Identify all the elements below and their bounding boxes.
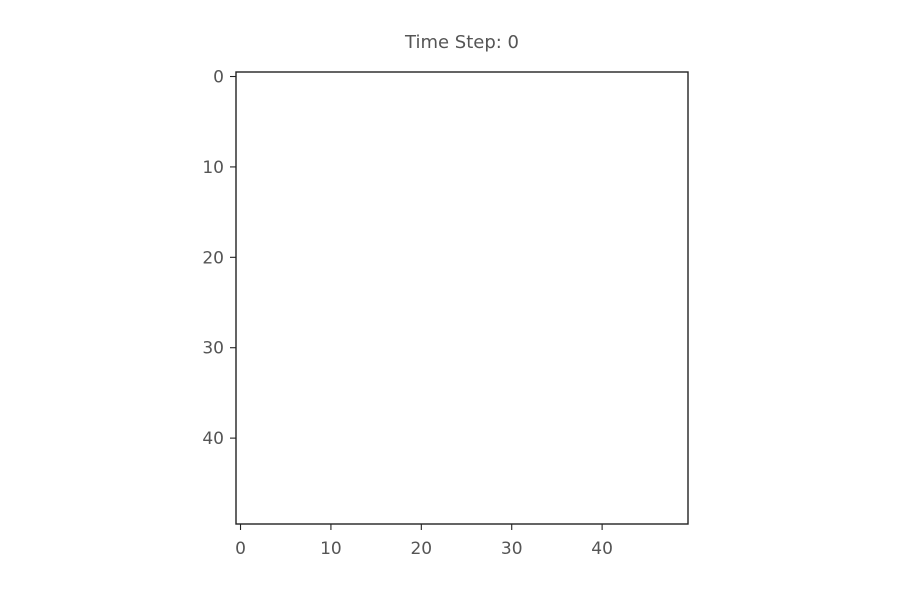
heatmap-plot-area [236, 72, 688, 524]
y-tick-label: 10 [202, 158, 224, 178]
x-tick-label: 20 [410, 539, 432, 559]
y-tick-label: 0 [213, 68, 224, 88]
x-tick-label: 10 [320, 539, 342, 559]
y-tick-label: 30 [202, 339, 224, 359]
x-tick-label: 0 [235, 539, 246, 559]
y-tick-label: 20 [202, 248, 224, 268]
plot-frame [235, 71, 689, 525]
chart-title: Time Step: 0 [404, 32, 519, 53]
y-axis-ticks: 0 10 20 30 40 [202, 68, 236, 449]
x-axis-ticks: 0 10 20 30 40 [235, 524, 613, 559]
x-tick-label: 40 [591, 539, 613, 559]
x-tick-label: 30 [501, 539, 523, 559]
y-tick-label: 40 [202, 429, 224, 449]
